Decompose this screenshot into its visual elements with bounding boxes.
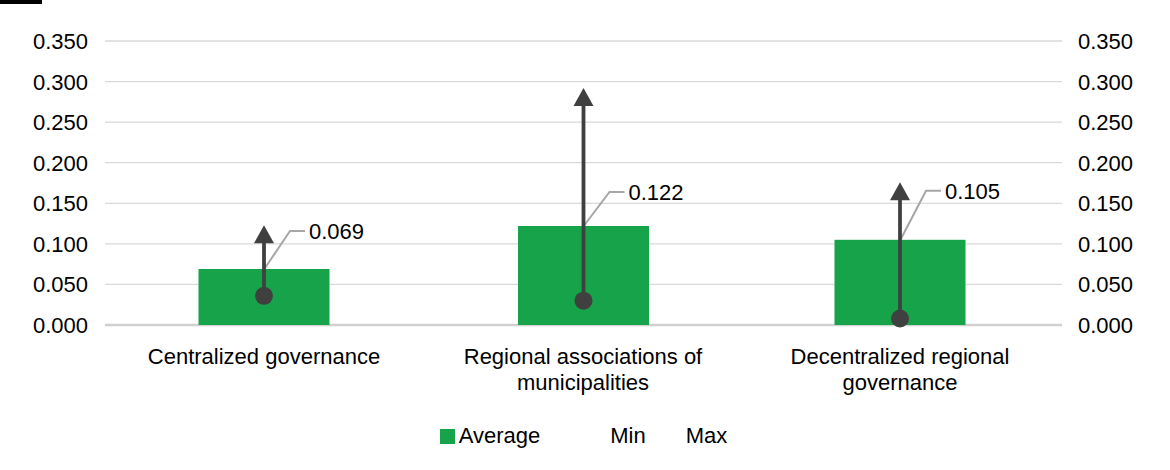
y-axis-tick-left: 0.250 <box>33 110 88 135</box>
data-label: 0.069 <box>309 219 364 244</box>
max-arrow-marker <box>574 88 594 106</box>
plot-svg: 0.350 0.350 0.300 0.300 0.250 0.250 0.200 0.200… <box>0 0 1170 470</box>
category-label-decentralized: Decentralized regional governance <box>750 344 1050 396</box>
legend-label-average: Average <box>459 423 541 449</box>
category-label-regional-associations: Regional associations of municipalities <box>433 344 733 396</box>
legend-swatch-average <box>440 429 455 444</box>
legend-item-average: Average <box>440 423 541 449</box>
data-label: 0.105 <box>945 179 1000 204</box>
y-axis-tick-right: 0.050 <box>1078 272 1133 297</box>
y-axis-tick-right: 0.100 <box>1078 232 1133 257</box>
y-axis-tick-left: 0.150 <box>33 191 88 216</box>
max-arrow-marker <box>254 225 274 243</box>
min-dot-marker <box>255 287 273 305</box>
y-axis-tick-left: 0.200 <box>33 151 88 176</box>
bar-chart: 0.350 0.350 0.300 0.300 0.250 0.250 0.200 0.200… <box>0 0 1170 470</box>
min-dot-marker <box>891 310 909 328</box>
y-axis-tick-left: 0.300 <box>33 70 88 95</box>
legend-label-max: Max <box>686 423 728 449</box>
y-axis-tick-right: 0.250 <box>1078 110 1133 135</box>
y-axis-tick-right: 0.000 <box>1078 313 1133 338</box>
y-axis-tick-left: 0.050 <box>33 272 88 297</box>
legend-item-min: Min <box>610 423 645 449</box>
legend-item-max: Max <box>686 423 728 449</box>
y-axis-tick-right: 0.200 <box>1078 151 1133 176</box>
data-label-leader <box>265 231 305 268</box>
y-axis-tick-right: 0.350 <box>1078 29 1133 54</box>
legend-label-min: Min <box>610 423 645 449</box>
min-dot-marker <box>575 292 593 310</box>
y-axis-tick-left: 0.100 <box>33 232 88 257</box>
y-axis-tick-left: 0.000 <box>33 313 88 338</box>
data-label: 0.122 <box>629 180 684 205</box>
category-label-centralized: Centralized governance <box>114 344 414 370</box>
y-axis-tick-left: 0.350 <box>33 29 88 54</box>
data-label-leader <box>585 192 625 225</box>
max-arrow-marker <box>890 182 910 200</box>
legend: Average Min Max <box>105 423 1062 449</box>
y-axis-tick-right: 0.150 <box>1078 191 1133 216</box>
y-axis-tick-right: 0.300 <box>1078 70 1133 95</box>
